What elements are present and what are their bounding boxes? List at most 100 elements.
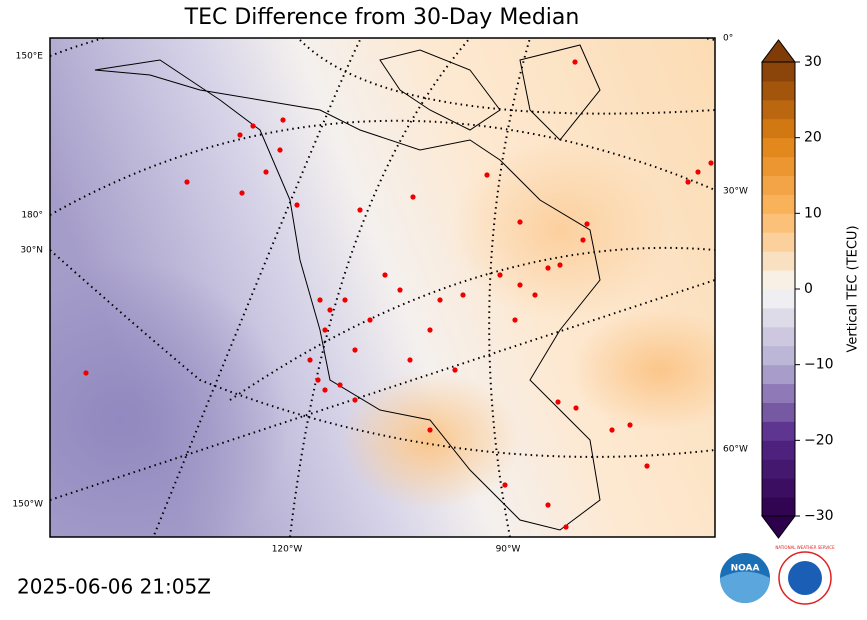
colorbar-tick-label: −20 <box>804 432 834 448</box>
colorbar-band <box>762 289 795 309</box>
station <box>502 482 508 488</box>
logo-text: NOAA <box>731 564 760 574</box>
station <box>184 179 190 185</box>
lat-label: 0° <box>723 34 733 44</box>
lat-label: 30°N <box>20 246 43 256</box>
station <box>357 207 363 213</box>
station <box>352 347 358 353</box>
station <box>580 237 586 243</box>
colorbar-extend <box>761 39 796 63</box>
tec-low <box>50 260 290 537</box>
station <box>437 297 443 303</box>
lon-label: 180° <box>21 211 43 221</box>
station <box>250 123 256 129</box>
colorbar-band <box>762 80 795 101</box>
station <box>367 317 373 323</box>
colorbar-band <box>762 326 795 347</box>
colorbar: −30 −20 −10 0 10 20 30 <box>761 39 834 539</box>
station <box>573 405 579 411</box>
station <box>517 282 523 288</box>
station <box>317 297 323 303</box>
noaa-logo: NOAA <box>720 553 770 603</box>
station <box>237 132 243 138</box>
station <box>460 292 466 298</box>
station <box>484 172 490 178</box>
station <box>280 117 286 123</box>
coastline <box>94 59 601 531</box>
title: TEC Difference from 30-Day Median <box>184 5 580 30</box>
colorbar-band <box>762 118 795 139</box>
station <box>352 397 358 403</box>
station <box>342 297 348 303</box>
station <box>277 147 283 153</box>
tec-high <box>450 140 670 320</box>
station <box>563 524 569 530</box>
station <box>410 194 416 200</box>
station <box>532 292 538 298</box>
colorbar-band <box>762 62 795 82</box>
colorbar-band <box>762 213 795 233</box>
station <box>708 160 714 166</box>
colorbar-band <box>762 137 795 158</box>
tec-high <box>340 370 520 510</box>
colorbar-band <box>762 364 795 385</box>
station <box>239 190 245 196</box>
station <box>382 272 388 278</box>
station <box>307 357 313 363</box>
colorbar-tick-label: 0 <box>804 281 813 297</box>
graticule <box>50 38 715 537</box>
logo-text: NATIONAL WEATHER SERVICE <box>775 545 835 550</box>
colorbar-tick-label: −30 <box>804 508 834 524</box>
tec-high <box>570 310 715 430</box>
lon-label: 150°E <box>16 52 44 62</box>
colorbar-band <box>762 232 795 252</box>
nws-logo: NATIONAL WEATHER SERVICE <box>775 545 835 605</box>
station <box>497 272 503 278</box>
colorbar-band <box>762 402 795 422</box>
station <box>427 427 433 433</box>
station <box>695 169 701 175</box>
colorbar-band <box>762 175 795 195</box>
station <box>584 221 590 227</box>
map <box>50 38 715 537</box>
station <box>545 502 551 508</box>
station <box>315 377 321 383</box>
station <box>322 387 328 393</box>
station <box>627 422 633 428</box>
colorbar-tick-label: −10 <box>804 357 834 373</box>
station <box>545 265 551 271</box>
station <box>407 357 413 363</box>
colorbar-band <box>762 307 795 328</box>
colorbar-band <box>762 440 795 460</box>
colorbar-tick-label: 20 <box>804 130 822 146</box>
colorbar-band <box>762 383 795 403</box>
station <box>557 262 563 268</box>
colorbar-band <box>762 251 795 271</box>
station <box>644 463 650 469</box>
station <box>512 317 518 323</box>
colorbar-band <box>762 156 795 176</box>
station <box>294 202 300 208</box>
station <box>427 327 433 333</box>
lon-label: 30°W <box>723 187 748 197</box>
colorbar-band <box>762 478 795 498</box>
colorbar-tick-label: 30 <box>804 54 822 70</box>
colorbar-extend <box>761 515 796 539</box>
coastline <box>379 44 601 141</box>
station <box>327 307 333 313</box>
colorbar-band <box>762 99 795 120</box>
colorbar-band <box>762 421 795 441</box>
station <box>452 367 458 373</box>
colorbar-band <box>762 194 795 214</box>
colorbar-label: Vertical TEC (TECU) <box>846 225 861 352</box>
station <box>685 179 691 185</box>
stations <box>83 59 714 530</box>
lon-label: 60°W <box>723 445 748 455</box>
station <box>263 169 269 175</box>
station <box>555 399 561 405</box>
station <box>609 427 615 433</box>
map-frame <box>49 37 716 538</box>
station <box>337 382 343 388</box>
colorbar-band <box>762 459 795 479</box>
